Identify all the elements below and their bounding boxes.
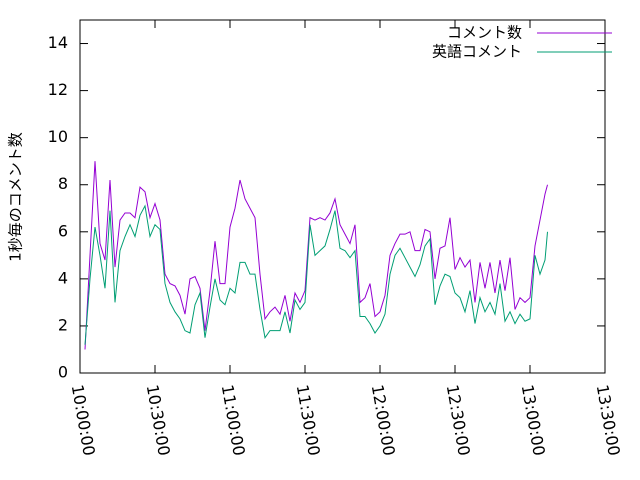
y-tick-label: 0 [58, 363, 68, 382]
y-tick-label: 4 [58, 268, 68, 287]
y-tick-label: 8 [58, 174, 68, 193]
y-tick-label: 14 [48, 33, 68, 52]
y-tick-label: 12 [48, 80, 68, 99]
data-line [84, 204, 548, 345]
y-tick-label: 2 [58, 315, 68, 334]
y-axis-label: 1秒毎のコメント数 [7, 132, 25, 262]
y-tick-label: 6 [58, 221, 68, 240]
data-line [84, 161, 548, 350]
legend-label: コメント数 [447, 24, 522, 42]
plot-frame [79, 19, 606, 374]
legend-label: 英語コメント [432, 43, 522, 61]
y-tick-label: 10 [48, 127, 68, 146]
